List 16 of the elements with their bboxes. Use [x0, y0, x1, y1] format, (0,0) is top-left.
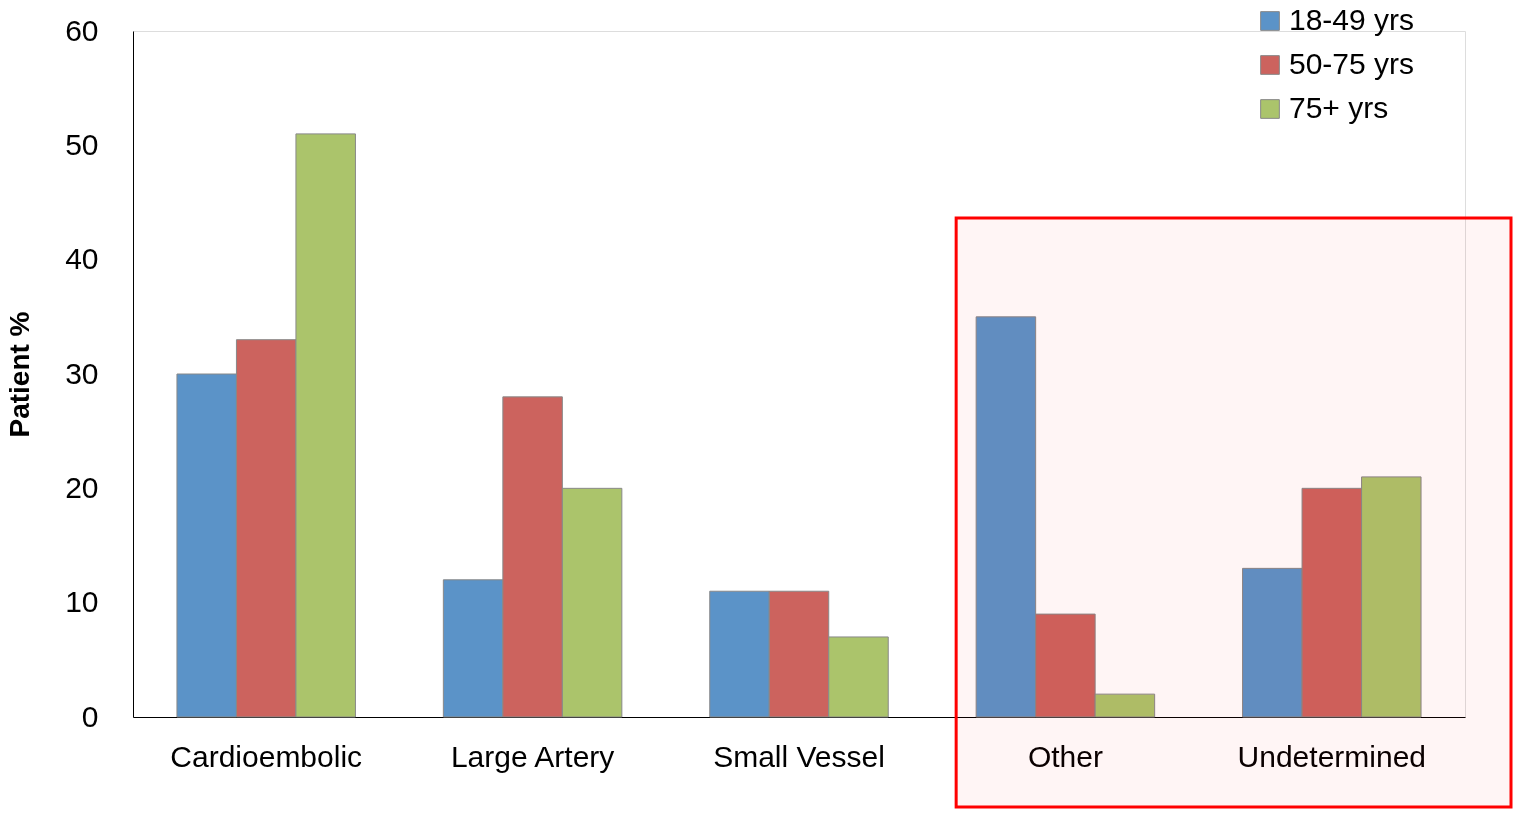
x-tick-label: Cardioembolic [170, 739, 363, 773]
y-tick-label: 10 [65, 585, 99, 619]
legend-label: 50-75 yrs [1289, 47, 1415, 80]
y-tick-label: 30 [65, 356, 99, 390]
y-tick-label: 40 [65, 242, 99, 276]
x-tick-label: Small Vessel [713, 739, 885, 773]
y-tick-label: 60 [65, 13, 99, 47]
y-axis-title: Patient % [4, 311, 36, 438]
legend-label: 18-49 yrs [1289, 3, 1415, 36]
legend-label: 75+ yrs [1289, 91, 1389, 124]
x-tick-label: Large Artery [450, 739, 615, 773]
y-tick-label: 0 [81, 699, 99, 733]
x-tick-label: Other [1027, 739, 1103, 773]
y-tick-label: 50 [65, 127, 99, 161]
y-tick-label: 20 [65, 470, 99, 504]
x-tick-label: Undetermined [1237, 739, 1427, 773]
